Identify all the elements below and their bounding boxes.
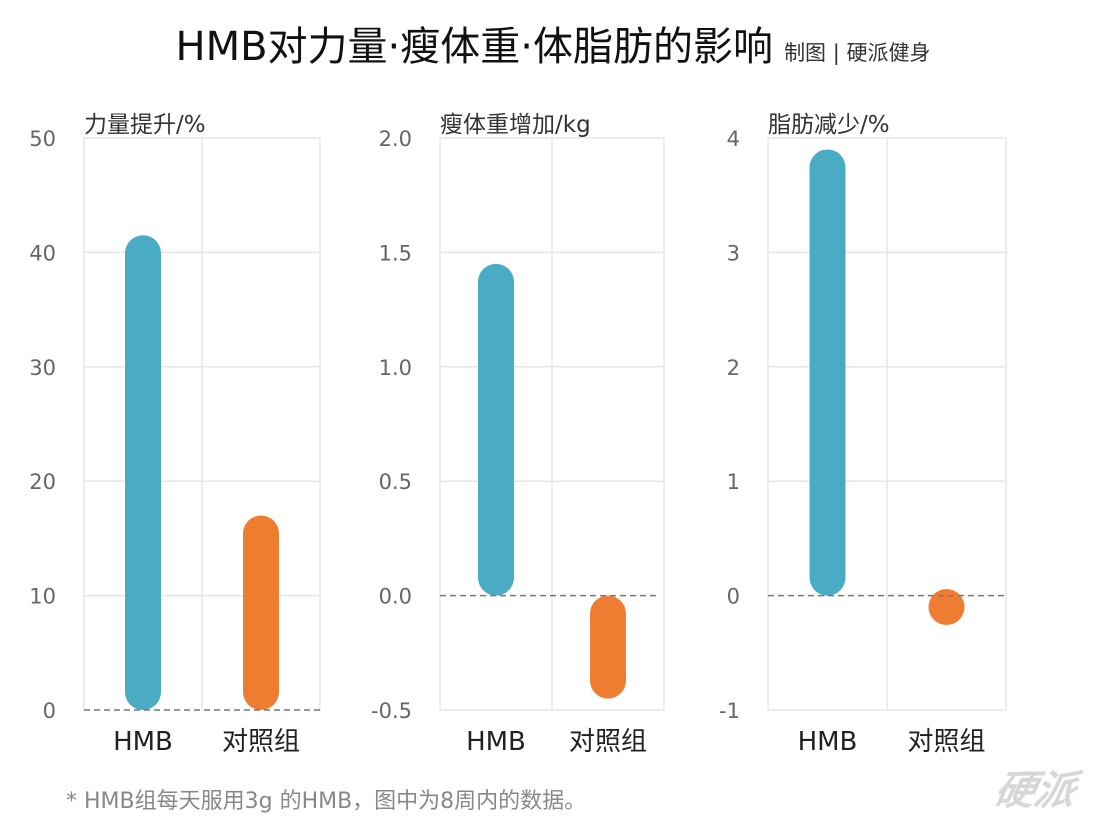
y-tick-label: 10 [29, 585, 56, 609]
bar-control [928, 589, 965, 626]
y-tick-label: 1.0 [379, 356, 412, 380]
y-tick-label: 0.5 [379, 470, 412, 494]
y-axis-label: 脂肪减少/% [768, 112, 890, 138]
title-area: HMB对力量·瘦体重·体脂肪的影响 制图 | 硬派健身 [0, 14, 1106, 72]
y-axis-label: 瘦体重增加/kg [440, 112, 591, 138]
y-tick-label: 3 [727, 241, 740, 265]
y-tick-label: 2 [727, 356, 740, 380]
bar-hmb [478, 263, 514, 596]
bar-hmb [809, 149, 846, 596]
y-tick-label: 50 [29, 127, 56, 151]
footnote: * HMB组每天服用3g 的HMB，图中为8周内的数据。 [66, 789, 587, 814]
bar-control [590, 595, 626, 699]
x-category-label: HMB [798, 727, 858, 757]
bar-control [243, 515, 279, 710]
x-category-label: 对照组 [222, 727, 300, 757]
y-tick-label: 1.5 [379, 241, 412, 265]
watermark-logo: 硬派 [990, 768, 1081, 814]
y-tick-label: 30 [29, 356, 56, 380]
y-tick-label: -0.5 [371, 699, 412, 723]
bar-hmb [125, 235, 161, 711]
y-tick-label: 0 [727, 585, 740, 609]
chart-title: HMB对力量·瘦体重·体脂肪的影响 [175, 24, 773, 70]
x-category-label: 对照组 [907, 727, 985, 757]
y-tick-label: 0.0 [379, 585, 412, 609]
y-tick-label: 1 [727, 470, 740, 494]
x-category-label: HMB [466, 727, 526, 757]
y-tick-label: 0 [43, 699, 56, 723]
x-category-label: 对照组 [569, 727, 647, 757]
x-category-label: HMB [113, 727, 173, 757]
y-tick-label: -1 [719, 699, 740, 723]
y-tick-label: 20 [29, 470, 56, 494]
y-axis-label: 力量提升/% [84, 112, 206, 138]
y-tick-label: 2.0 [379, 127, 412, 151]
y-tick-label: 4 [727, 127, 740, 151]
chart-credit: 制图 | 硬派健身 [784, 41, 931, 65]
y-tick-label: 40 [29, 241, 56, 265]
